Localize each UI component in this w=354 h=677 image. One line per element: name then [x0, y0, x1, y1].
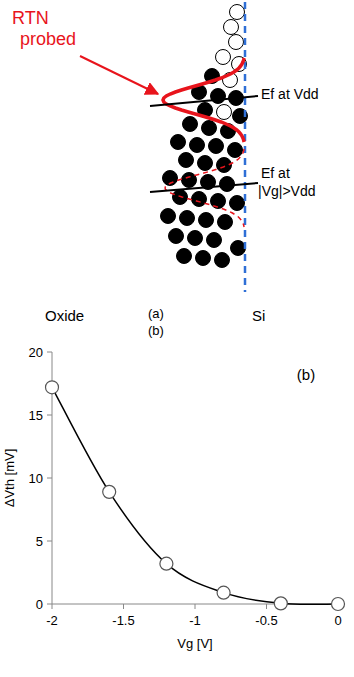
y-tick: [47, 352, 52, 353]
y-tick-label: 20: [29, 345, 43, 360]
filled-trap: [182, 173, 197, 188]
figure: Ef at Vdd Ef at |Vg|>Vdd RTNprobed Oxide (a) S…: [0, 0, 354, 677]
x-tick-label: -2: [46, 613, 58, 628]
fermi-label: Ef at |Vg|>Vdd: [258, 165, 315, 199]
filled-trap: [171, 135, 186, 150]
data-point: [274, 597, 287, 610]
data-point: [103, 485, 116, 498]
x-tick-label: -0.5: [255, 613, 277, 628]
data-point: [46, 381, 59, 394]
y-tick-label: 15: [29, 408, 43, 423]
rtn-distribution: [163, 58, 244, 142]
region-label: Oxide: [45, 307, 84, 324]
annotation-arrow: [80, 56, 158, 94]
plot-area: [46, 381, 345, 611]
filled-trap: [231, 241, 246, 256]
filled-trap: [161, 209, 176, 224]
y-tick: [47, 541, 52, 542]
y-tick-label: 10: [29, 471, 43, 486]
fermi-label: Ef at Vdd: [261, 86, 319, 102]
x-tick: [266, 604, 267, 609]
filled-trap: [230, 196, 245, 211]
filled-trap: [220, 177, 235, 192]
data-point: [160, 557, 173, 570]
filled-trap: [228, 143, 243, 158]
filled-trap: [209, 139, 224, 154]
panel-label: (b): [297, 366, 315, 383]
filled-trap: [169, 229, 184, 244]
x-tick-label: -1: [189, 613, 201, 628]
empty-trap: [230, 5, 245, 20]
filled-trap: [190, 138, 205, 153]
data-point: [217, 586, 230, 599]
x-axis-title: Vg [V]: [177, 636, 212, 651]
y-axis-title: ΔVth [mV]: [2, 449, 17, 508]
filled-trap: [188, 231, 203, 246]
filled-trap: [199, 213, 214, 228]
x-tick-label: -1.5: [112, 613, 134, 628]
x-tick: [52, 604, 53, 609]
empty-trap: [216, 50, 231, 65]
label-line: Ef at: [261, 165, 290, 181]
filled-trap: [198, 156, 213, 171]
panel-label: (a): [148, 306, 164, 321]
filled-trap: [207, 233, 222, 248]
empty-trap: [229, 35, 244, 50]
filled-trap: [211, 194, 226, 209]
label-line: |Vg|>Vdd: [258, 183, 315, 199]
data-point: [332, 598, 345, 611]
panel-label: (b): [148, 323, 164, 338]
label-line: RTN: [12, 8, 49, 28]
filled-trap: [196, 251, 211, 266]
y-tick: [47, 415, 52, 416]
annotation: RTNprobed: [12, 8, 76, 49]
data-line: [52, 387, 338, 604]
y-tick-label: 0: [36, 597, 43, 612]
axes: 0 5 10 15 20 -2 -1.5 -1 -0.5 0: [29, 345, 342, 629]
label-line: probed: [20, 29, 76, 49]
filled-trap: [180, 211, 195, 226]
y-tick-label: 5: [36, 534, 43, 549]
empty-trap: [217, 105, 232, 120]
filled-trap: [183, 117, 198, 132]
filled-trap: [218, 215, 233, 230]
fermi-line: [150, 96, 258, 106]
region-label: Si: [252, 307, 265, 324]
filled-trap: [211, 89, 226, 104]
empty-trap: [224, 20, 239, 35]
filled-trap: [179, 153, 194, 168]
x-tick: [195, 604, 196, 609]
filled-trap: [215, 253, 230, 268]
x-tick: [123, 604, 124, 609]
filled-trap: [177, 249, 192, 264]
filled-trap: [202, 121, 217, 136]
interface-line: [244, 2, 247, 292]
y-tick: [47, 604, 52, 605]
filled-trap: [192, 192, 207, 207]
fermi-line: [150, 183, 258, 192]
x-tick-label: 0: [334, 613, 341, 628]
y-tick: [47, 478, 52, 479]
